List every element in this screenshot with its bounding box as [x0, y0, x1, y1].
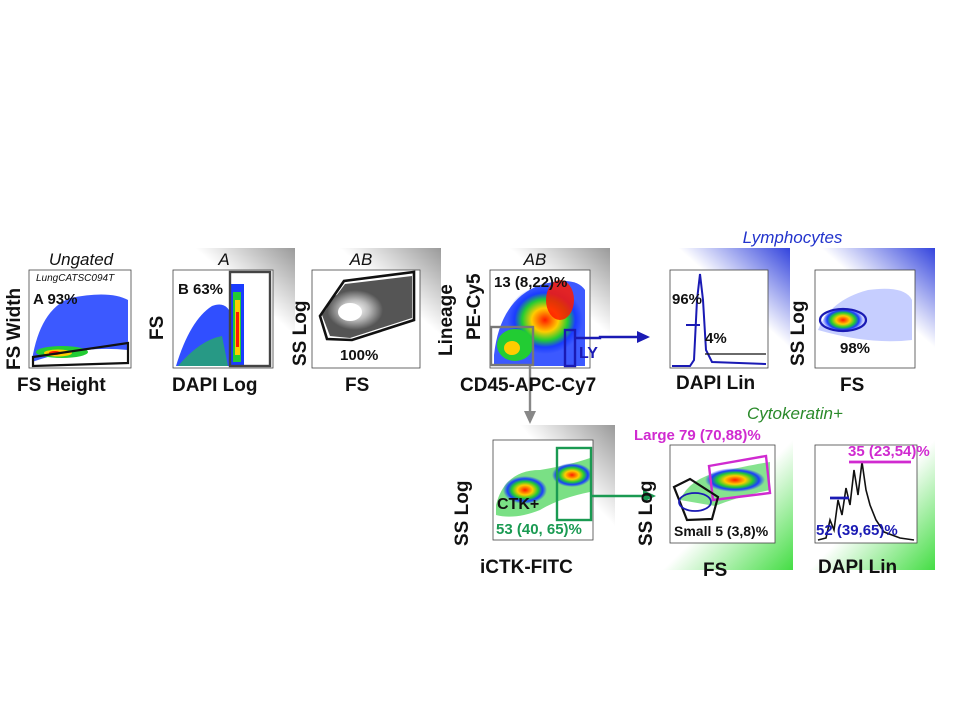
- panel-2-xlabel: DAPI Log: [172, 375, 258, 396]
- panel-3-ylabel: SS Log: [290, 300, 311, 366]
- panel-4-ylabel-lineage: Lineage: [436, 284, 457, 356]
- panel-6-gate: [818, 307, 868, 333]
- panel-1-ylabel: FS Width: [4, 287, 25, 370]
- title-ab-2: AB: [523, 250, 547, 269]
- title-cytokeratin: Cytokeratin+: [747, 404, 843, 423]
- panel-7-xlabel: iCTK-FITC: [480, 557, 573, 578]
- panel-4-gate-ly: [563, 328, 577, 368]
- panel-2-density: [176, 284, 244, 366]
- panel-9-histogram: [817, 461, 915, 541]
- panel-1-gate-a: [31, 341, 130, 368]
- panel-5-histogram: [672, 273, 767, 367]
- panel-1-xlabel: FS Height: [17, 375, 106, 396]
- panel-3-density: [322, 276, 412, 338]
- panel-8-gate-large-label: Large 79 (70,88)%: [634, 427, 761, 444]
- panel-8-gate-small: [672, 477, 720, 522]
- panel-6-xlabel: FS: [840, 375, 865, 396]
- panel-7-density: [496, 458, 592, 517]
- panel-4-gate-ly-label: LY: [579, 345, 598, 362]
- panel-4-gate-gray: [489, 325, 535, 367]
- panel-3-gate: [318, 270, 416, 342]
- arrow-to-cytokeratin: [591, 490, 656, 502]
- panel-9-xlabel: DAPI Lin: [818, 557, 898, 578]
- panel-1-gate-label: A 93%: [33, 291, 78, 308]
- panel-6-ylabel: SS Log: [788, 300, 809, 366]
- panel-5-gate-hi-label: 96%: [672, 291, 703, 308]
- panel-4-ylabel-pecy5: PE-Cy5: [464, 273, 485, 340]
- panel-5-frame: [669, 269, 769, 369]
- title-ungated: Ungated: [48, 250, 114, 269]
- title-ab-1: AB: [349, 250, 373, 269]
- panel-7-ylabel: SS Log: [452, 480, 473, 546]
- title-lymphocytes: Lymphocytes: [742, 228, 843, 247]
- panel-9-gate-lo-label: 52 (39,65)%: [816, 522, 898, 539]
- panel-8-gate-large: [707, 454, 772, 502]
- panel-9-gate-hi-label: 35 (23,54)%: [848, 443, 930, 460]
- panel-4-xlabel: CD45-APC-Cy7: [460, 375, 597, 396]
- panel-2-gate-b: [228, 270, 272, 368]
- panel-5-xlabel: DAPI Lin: [676, 373, 756, 394]
- panel-4-gate-label: 13 (8,22)%: [494, 274, 568, 291]
- sample-id: LungCATSC094T: [36, 273, 115, 284]
- panel-8-xlabel: FS: [703, 560, 728, 581]
- panel-6-gate-label: 98%: [840, 340, 871, 357]
- panel-5-gate-lo-label: 4%: [705, 330, 727, 347]
- panel-7-gate-label: 53 (40, 65)%: [496, 521, 582, 538]
- panel-7-gate-ctk: [555, 446, 593, 522]
- panel-3-gate-label: 100%: [340, 347, 379, 364]
- panel-2-gate-label: B 63%: [178, 281, 224, 298]
- title-a: A: [218, 250, 230, 269]
- panel-7-gate-name: CTK+: [497, 496, 540, 513]
- panel-8-gate-small-label: Small 5 (3,8)%: [674, 523, 769, 539]
- panel-3-xlabel: FS: [345, 375, 370, 396]
- panel-2-ylabel: FS: [147, 315, 168, 340]
- arrow-to-lymphocytes: [575, 331, 650, 343]
- panel-8-ylabel: SS Log: [636, 480, 657, 546]
- arrow-to-ctk: [524, 366, 536, 424]
- panel-8-gate-small-ellipse: [678, 492, 712, 512]
